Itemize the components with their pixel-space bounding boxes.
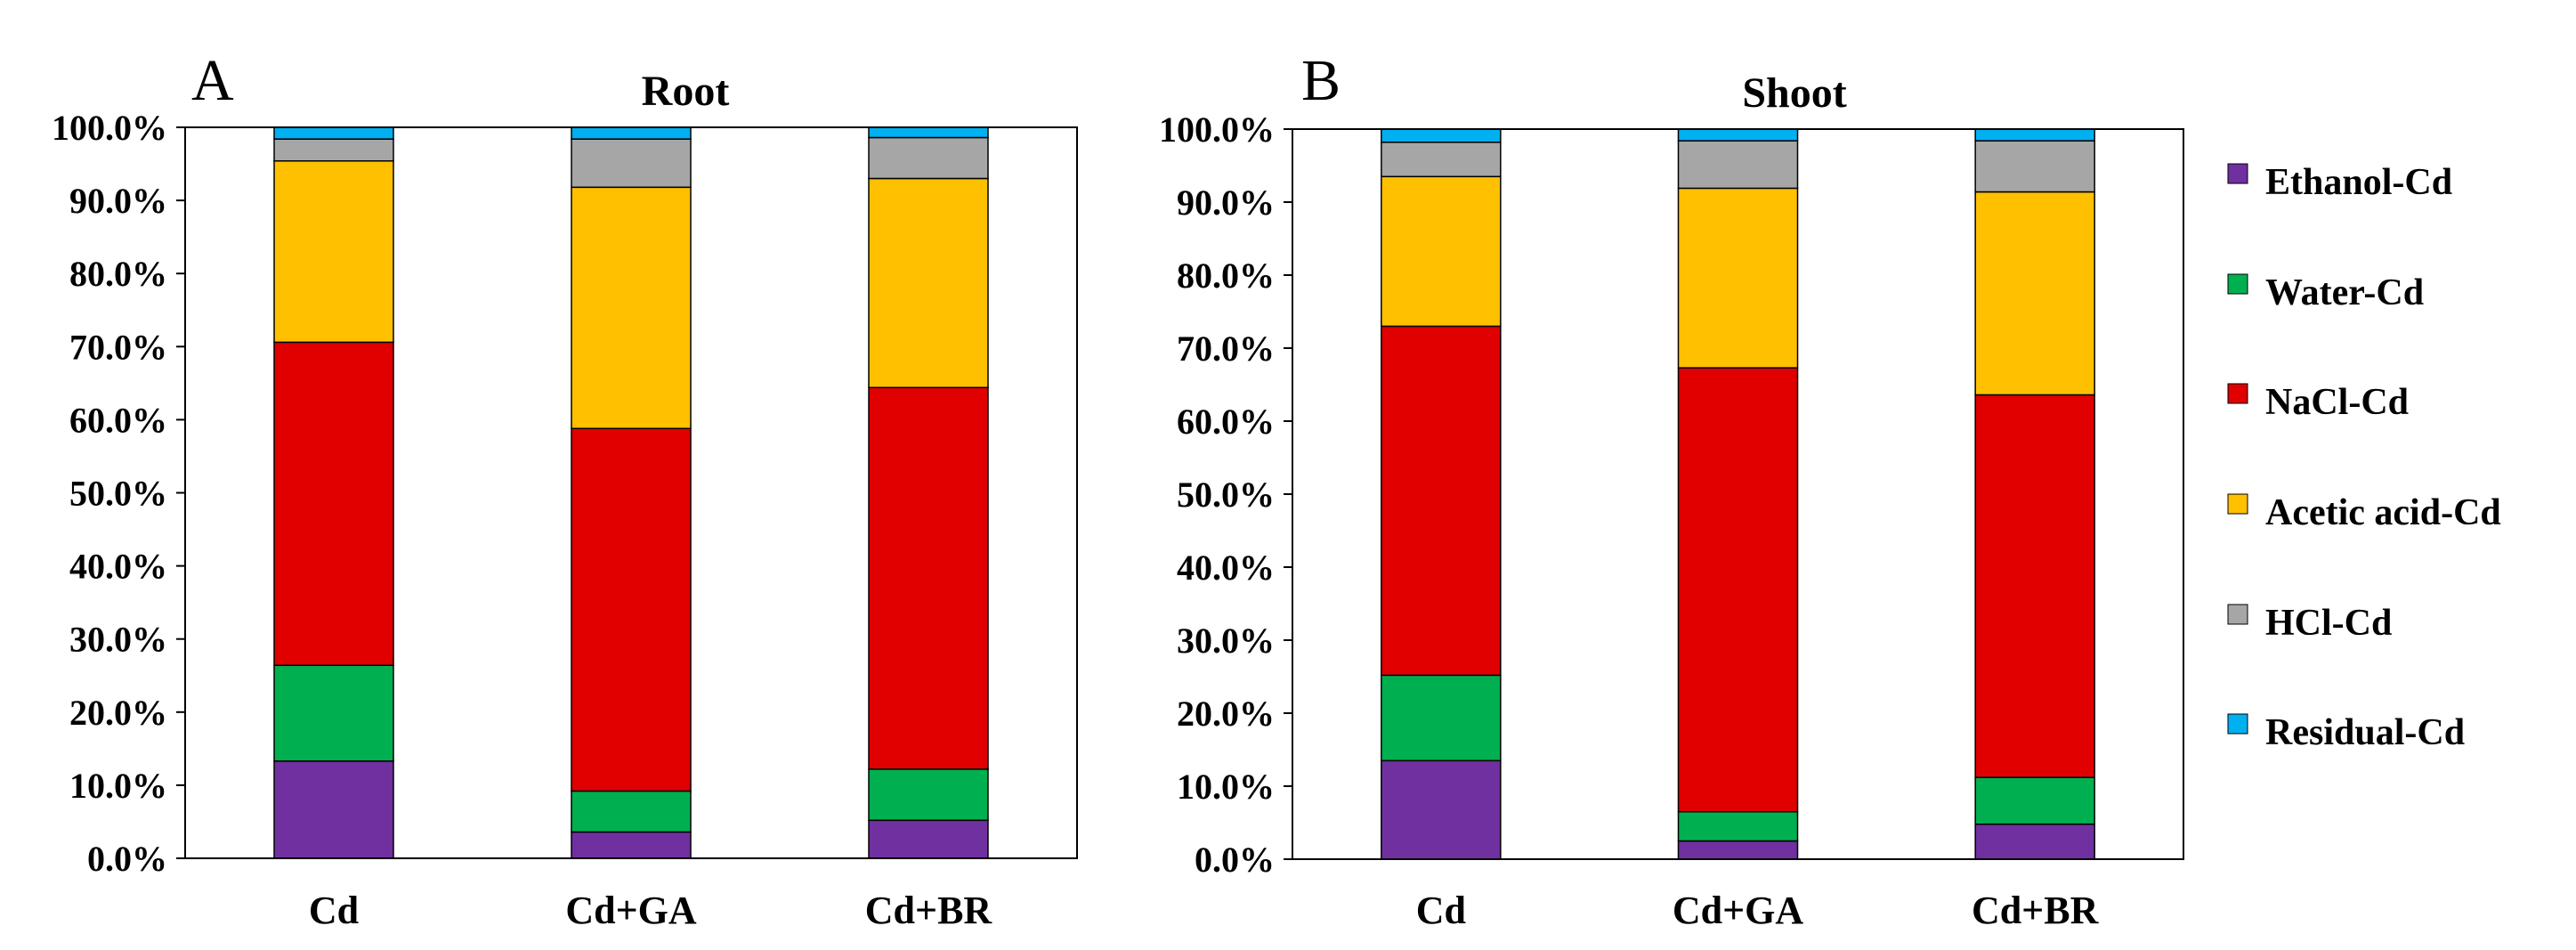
bar-segment-nacl-cd [571, 427, 692, 792]
bar-segment-hcl-cd [571, 138, 692, 189]
y-tick-label: 0.0% [87, 839, 167, 879]
x-tick-label: Cd+GA [565, 889, 697, 932]
bar-segment-residual-cd [868, 126, 989, 139]
y-tick-label: 50.0% [1177, 475, 1275, 515]
bar-segment-residual-cd [273, 126, 394, 140]
bar-segment-ethanol-cd [273, 760, 394, 859]
y-tick-label: 70.0% [69, 327, 167, 367]
bar-segment-hcl-cd [1677, 140, 1799, 190]
plot-frame [1292, 128, 2184, 860]
legend-label: Acetic acid-Cd [2265, 492, 2501, 533]
legend-label: Residual-Cd [2265, 712, 2465, 753]
x-axis-ticks: Cd Cd+GA Cd+BR [1416, 889, 2100, 932]
bar-marks [273, 126, 989, 859]
y-tick-label: 30.0% [1177, 621, 1275, 661]
legend-swatch [2227, 713, 2248, 735]
bar-segment-water-cd [571, 790, 692, 833]
bar-segment-ethanol-cd [868, 819, 989, 859]
y-tick-label: 90.0% [69, 181, 167, 221]
y-tick-label: 100.0% [1159, 110, 1275, 150]
x-tick-label: Cd+BR [865, 889, 993, 932]
y-tick-label: 20.0% [1177, 694, 1275, 734]
plot-frame [184, 126, 1078, 859]
y-tick-label: 10.0% [69, 766, 167, 806]
bar-segment-acetic-acid-cd [1974, 191, 2095, 396]
legend-label: Ethanol-Cd [2265, 162, 2452, 203]
bar-segment-hcl-cd [273, 138, 394, 162]
panel-shoot: B Shoot 0.0% 10.0% 20.0% 30.0% 40.0% 50.0% 60.… [1159, 48, 2184, 932]
y-tick-label: 10.0% [1177, 767, 1275, 807]
y-tick-label: 70.0% [1177, 329, 1275, 369]
legend-swatch [2227, 273, 2248, 295]
legend-label: HCl-Cd [2265, 603, 2392, 644]
chart-title: Shoot [1742, 69, 1846, 117]
y-tick-label: 40.0% [1177, 548, 1275, 588]
y-tick-label: 40.0% [69, 547, 167, 587]
bar-segment-ethanol-cd [1677, 840, 1799, 860]
y-tick-label: 100.0% [52, 108, 167, 148]
x-tick-label: Cd+BR [1972, 889, 2100, 932]
legend-label: Water-Cd [2265, 272, 2424, 313]
y-axis-ticks: 0.0% 10.0% 20.0% 30.0% 40.0% 50.0% 60.0% 70.0% 8… [52, 108, 185, 879]
chart-title: Root [642, 68, 730, 115]
legend-swatch [2227, 163, 2248, 184]
y-tick-label: 60.0% [1177, 402, 1275, 442]
bar-segment-water-cd [868, 768, 989, 822]
y-tick-label: 80.0% [1177, 256, 1275, 296]
bar-segment-water-cd [273, 664, 394, 762]
x-axis-ticks: Cd Cd+GA Cd+BR [309, 889, 993, 932]
y-tick-label: 60.0% [69, 400, 167, 440]
bar-segment-hcl-cd [1381, 142, 1502, 178]
y-tick-label: 90.0% [1177, 183, 1275, 223]
bar-segment-acetic-acid-cd [868, 177, 989, 389]
bar-segment-residual-cd [1677, 128, 1799, 142]
bar-segment-residual-cd [1974, 128, 2095, 142]
bar-segment-nacl-cd [1677, 367, 1799, 813]
bar-segment-nacl-cd [1974, 394, 2095, 778]
y-tick-label: 0.0% [1195, 840, 1275, 880]
x-tick-label: Cd [1416, 889, 1466, 932]
bar-segment-hcl-cd [868, 136, 989, 180]
bar-segment-water-cd [1974, 776, 2095, 825]
bar-segment-ethanol-cd [1381, 759, 1502, 860]
y-tick-label: 30.0% [69, 620, 167, 660]
legend-swatch [2227, 383, 2248, 404]
bar-segment-ethanol-cd [571, 831, 692, 859]
bar-segment-nacl-cd [1381, 325, 1502, 677]
x-tick-label: Cd+GA [1673, 889, 1804, 932]
bar-segment-acetic-acid-cd [1677, 187, 1799, 369]
bar-segment-acetic-acid-cd [571, 186, 692, 430]
bar-segment-nacl-cd [273, 341, 394, 667]
x-tick-label: Cd [309, 889, 359, 932]
bar-segment-hcl-cd [1974, 140, 2095, 193]
bar-segment-acetic-acid-cd [273, 160, 394, 344]
legend-swatch [2227, 604, 2248, 625]
bar-segment-water-cd [1677, 810, 1799, 842]
legend-label: NaCl-Cd [2265, 382, 2409, 423]
bar-segment-ethanol-cd [1974, 823, 2095, 860]
y-tick-label: 80.0% [69, 254, 167, 294]
panel-label: A [191, 48, 234, 113]
panel-label: B [1301, 48, 1341, 113]
panel-root: A Root 0.0% 10.0% 20.0% 30.0% 40.0% 50.0% 60.0… [52, 48, 1078, 932]
bar-segment-water-cd [1381, 674, 1502, 762]
legend: Ethanol-Cd Water-Cd NaCl-Cd Acetic acid-… [2227, 162, 2501, 753]
bar-marks [1381, 128, 2095, 860]
legend-swatch [2227, 493, 2248, 515]
bar-segment-residual-cd [1381, 128, 1502, 143]
bar-segment-residual-cd [571, 126, 692, 140]
y-axis-ticks: 0.0% 10.0% 20.0% 30.0% 40.0% 50.0% 60.0% 70.0% 8… [1159, 110, 1292, 880]
y-tick-label: 50.0% [69, 474, 167, 514]
bar-segment-acetic-acid-cd [1381, 175, 1502, 328]
bar-segment-nacl-cd [868, 386, 989, 770]
y-tick-label: 20.0% [69, 693, 167, 733]
